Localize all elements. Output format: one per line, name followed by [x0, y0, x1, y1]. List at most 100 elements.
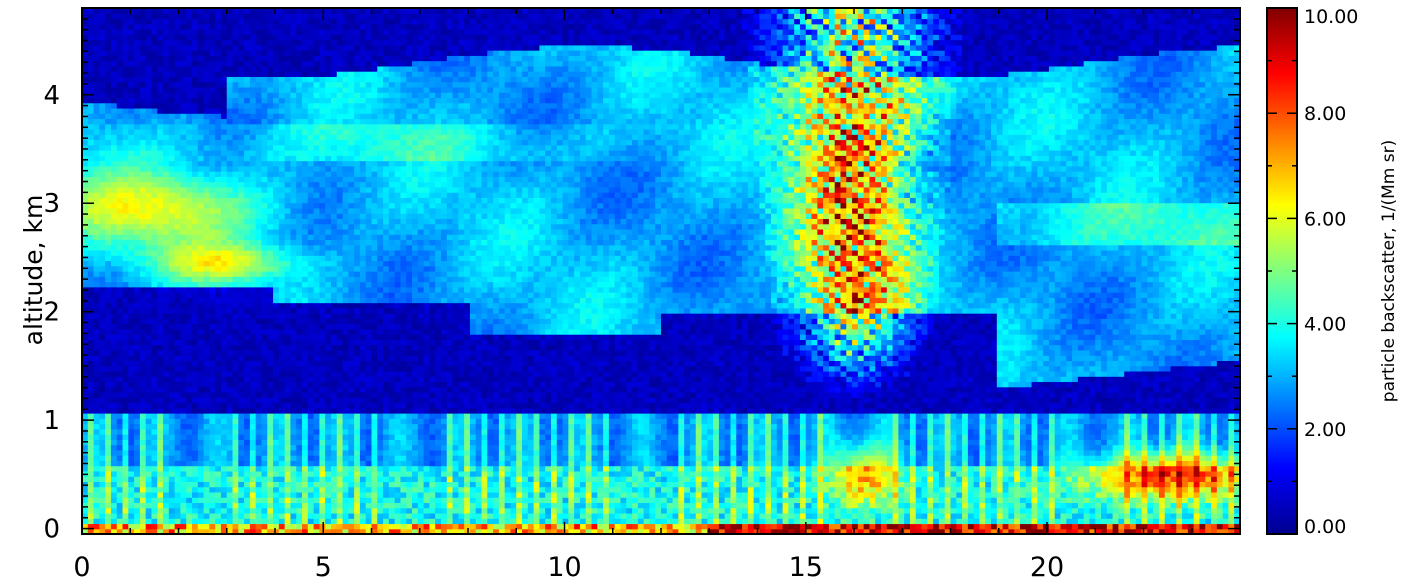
- heatmap-cell: [296, 165, 303, 172]
- heatmap-cell: [348, 281, 355, 288]
- heatmap-cell: [168, 497, 176, 504]
- heatmap-cell: [220, 239, 228, 246]
- heatmap-cell: [151, 313, 158, 319]
- heatmap-cell: [174, 339, 182, 346]
- heatmap-cell: [336, 528, 344, 534]
- heatmap-cell: [359, 171, 367, 177]
- heatmap-cell: [134, 118, 141, 125]
- heatmap-cell: [186, 523, 193, 530]
- heatmap-cell: [255, 323, 263, 330]
- heatmap-cell: [157, 481, 164, 488]
- heatmap-cell: [168, 186, 176, 193]
- heatmap-cell: [128, 181, 135, 188]
- heatmap-cell: [145, 444, 153, 451]
- heatmap-cell: [365, 150, 373, 156]
- heatmap-cell: [354, 144, 361, 151]
- heatmap-cell: [278, 181, 286, 188]
- heatmap-cell: [325, 207, 332, 214]
- heatmap-cell: [336, 391, 344, 398]
- heatmap-cell: [244, 397, 251, 404]
- heatmap-cell: [145, 476, 153, 482]
- heatmap-cell: [122, 339, 129, 346]
- heatmap-cell: [168, 391, 176, 398]
- heatmap-cell: [186, 160, 193, 167]
- heatmap-cell: [105, 418, 112, 425]
- heatmap-cell: [163, 265, 170, 272]
- heatmap-cell: [348, 449, 355, 456]
- heatmap-cell: [93, 344, 100, 351]
- heatmap-cell: [82, 160, 89, 167]
- heatmap-cell: [267, 239, 274, 246]
- heatmap-cell: [99, 281, 106, 288]
- heatmap-cell: [209, 234, 216, 241]
- heatmap-cell: [186, 55, 193, 62]
- heatmap-cell: [122, 186, 129, 193]
- heatmap-cell: [116, 307, 124, 314]
- heatmap-cell: [145, 192, 153, 198]
- heatmap-cell: [87, 397, 95, 404]
- heatmap-cell: [226, 334, 234, 340]
- heatmap-cell: [151, 139, 158, 146]
- heatmap-cell: [273, 518, 280, 525]
- heatmap-cell: [313, 34, 320, 41]
- heatmap-cell: [319, 165, 326, 172]
- heatmap-cell: [226, 370, 234, 377]
- heatmap-cell: [330, 192, 338, 198]
- heatmap-cell: [261, 365, 268, 372]
- heatmap-cell: [278, 165, 286, 172]
- heatmap-cell: [249, 160, 257, 167]
- heatmap-cell: [139, 334, 147, 340]
- heatmap-cell: [342, 186, 349, 193]
- heatmap-cell: [336, 50, 344, 56]
- heatmap-cell: [290, 260, 297, 267]
- heatmap-cell: [157, 260, 164, 267]
- heatmap-cell: [105, 118, 112, 125]
- heatmap-cell: [87, 255, 95, 262]
- heatmap-cell: [82, 318, 89, 325]
- heatmap-cell: [336, 113, 344, 120]
- heatmap-cell: [302, 44, 309, 51]
- heatmap-cell: [267, 23, 274, 30]
- heatmap-cell: [215, 29, 222, 35]
- heatmap-cell: [261, 302, 268, 309]
- heatmap-cell: [139, 281, 147, 288]
- heatmap-cell: [249, 97, 257, 104]
- heatmap-cell: [238, 339, 245, 346]
- heatmap-cell: [192, 413, 199, 419]
- heatmap-cell: [290, 118, 297, 125]
- heatmap-cell: [238, 302, 245, 309]
- heatmap-cell: [342, 334, 349, 340]
- heatmap-cell: [261, 318, 268, 325]
- heatmap-cell: [203, 370, 210, 377]
- heatmap-cell: [82, 370, 89, 377]
- heatmap-cell: [180, 239, 187, 246]
- heatmap-cell: [336, 370, 344, 377]
- heatmap-cell: [122, 29, 129, 35]
- heatmap-cell: [220, 360, 228, 367]
- heatmap-cell: [342, 244, 349, 251]
- heatmap-cell: [307, 276, 315, 283]
- heatmap-cell: [273, 260, 280, 267]
- heatmap-cell: [249, 8, 257, 14]
- heatmap-cell: [226, 34, 234, 41]
- heatmap-cell: [244, 107, 251, 114]
- heatmap-cell: [192, 13, 199, 20]
- heatmap-cell: [302, 81, 309, 88]
- heatmap-cell: [209, 176, 216, 183]
- heatmap-cell: [209, 302, 216, 309]
- heatmap-cell: [93, 128, 100, 135]
- heatmap-cell: [168, 213, 176, 219]
- heatmap-cell: [128, 139, 135, 146]
- heatmap-cell: [226, 502, 234, 509]
- heatmap-cell: [87, 355, 95, 362]
- heatmap-cell: [232, 260, 239, 267]
- heatmap-cell: [354, 386, 361, 393]
- heatmap-cell: [87, 197, 95, 204]
- heatmap-cell: [220, 434, 228, 440]
- heatmap-cell: [307, 249, 315, 256]
- heatmap-cell: [255, 160, 263, 167]
- heatmap-cell: [151, 502, 158, 509]
- heatmap-cell: [99, 507, 106, 514]
- heatmap-cell: [238, 186, 245, 193]
- heatmap-cell: [122, 486, 129, 493]
